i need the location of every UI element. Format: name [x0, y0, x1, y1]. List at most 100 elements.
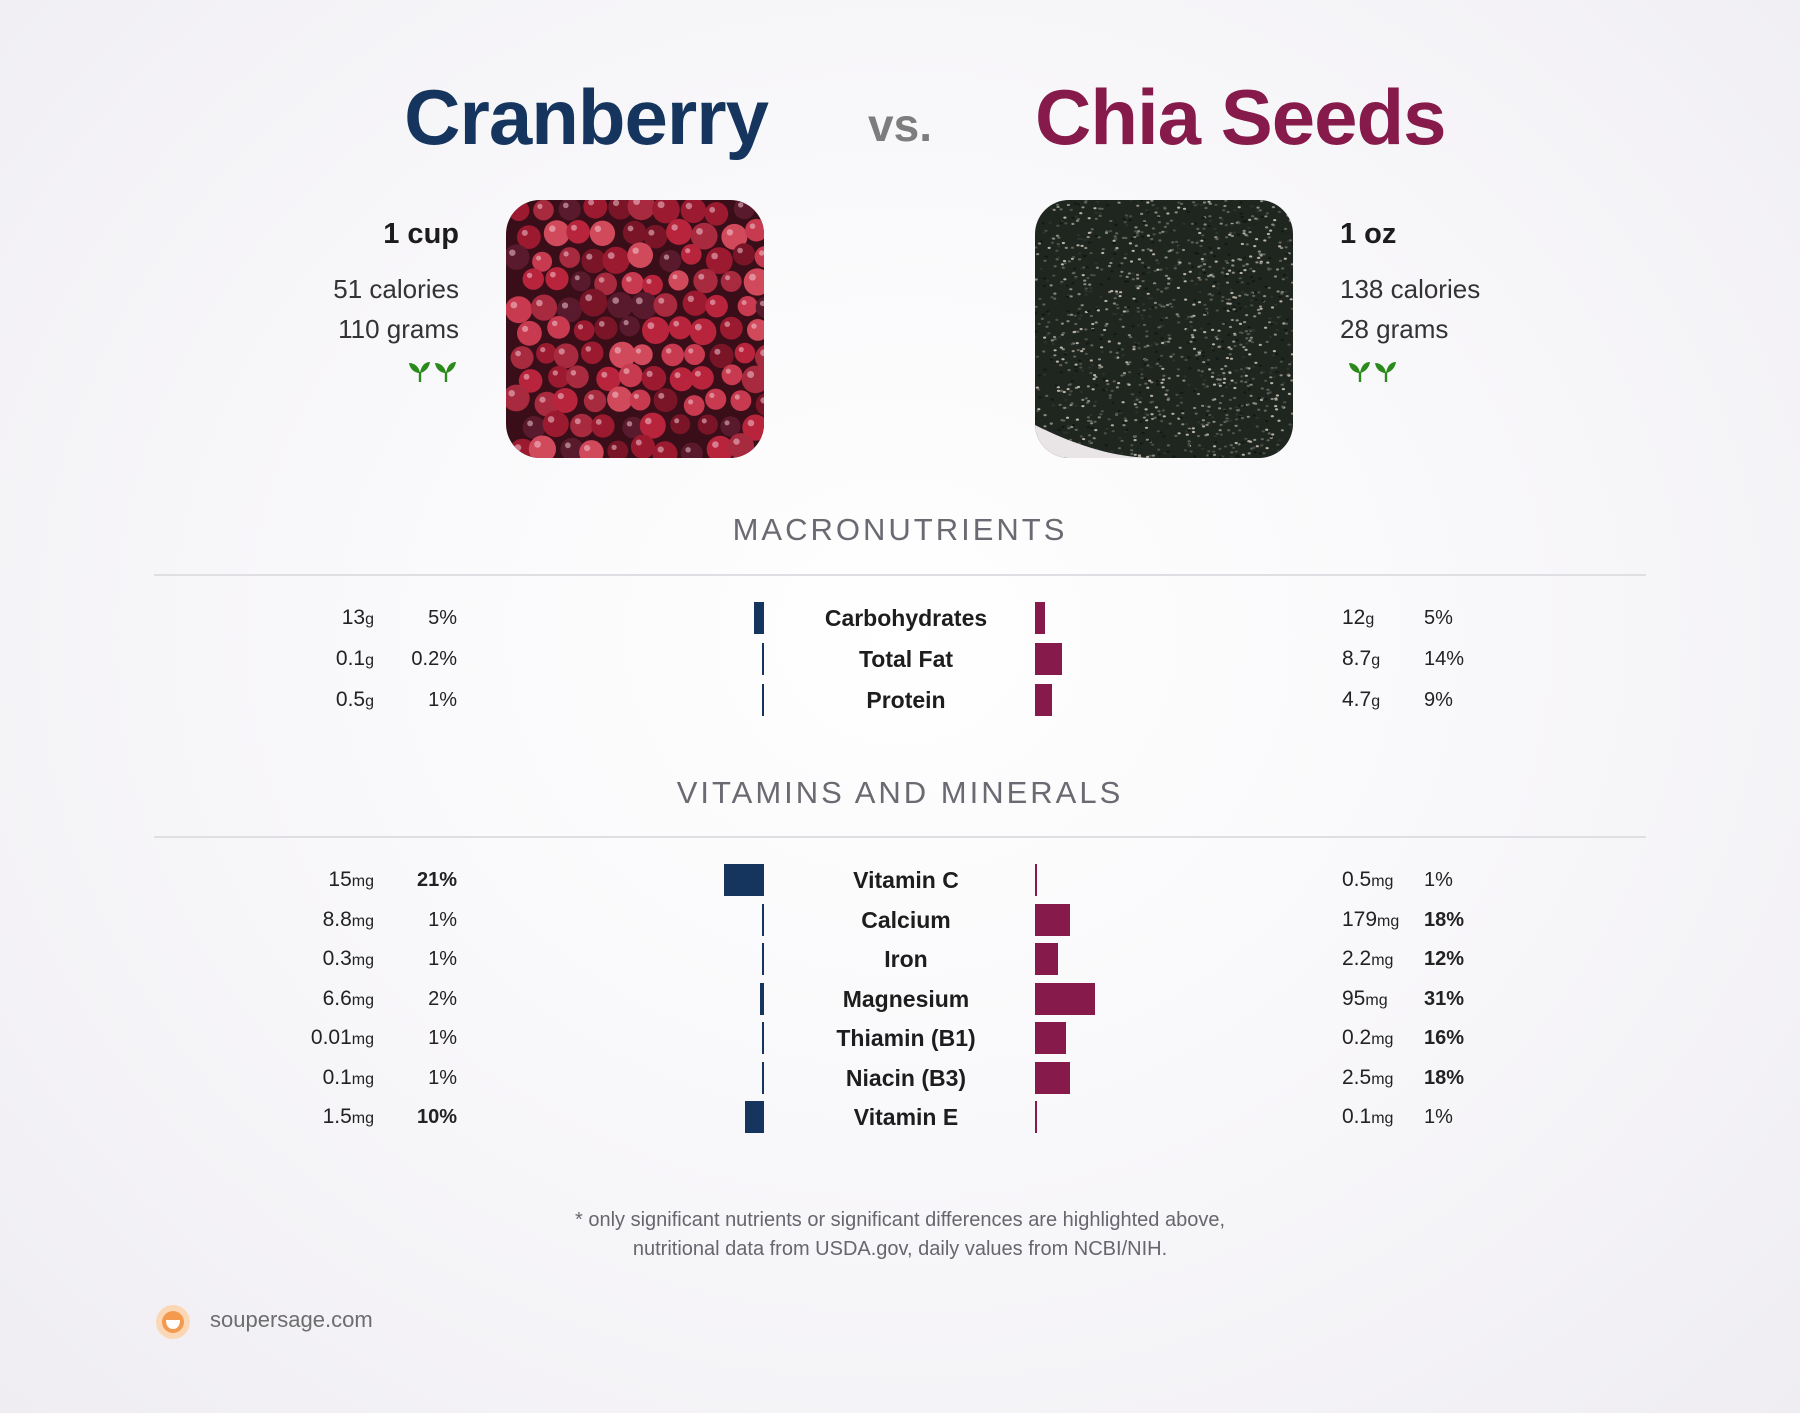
amount-value: 4.7 — [1342, 688, 1372, 711]
left-amount: 6.6mg — [323, 979, 374, 1019]
right-bar — [1035, 903, 1070, 936]
left-amount: 0.1mg — [323, 1058, 374, 1098]
left-bar — [723, 864, 764, 896]
amount-unit: mg — [1377, 912, 1400, 930]
nutrient-row: 0.1mg 1% Niacin (B3) 2.5mg 18% — [0, 1058, 1800, 1098]
right-amount: 95mg — [1342, 979, 1388, 1019]
amount-value: 0.1 — [335, 647, 366, 670]
right-serving: 1 oz — [1340, 218, 1397, 250]
right-bar — [1035, 1101, 1037, 1133]
soupersage-logo-icon — [154, 1303, 192, 1346]
section-divider — [154, 836, 1646, 838]
amount-unit: g — [1371, 693, 1381, 710]
vegan-sprouts-icon — [1348, 360, 1398, 389]
right-bar — [1035, 982, 1095, 1015]
amount-value: 8.7 — [1342, 647, 1372, 670]
amount-value: 15 — [328, 868, 352, 891]
left-amount: 15mg — [328, 860, 374, 900]
right-amount: 179mg — [1342, 900, 1399, 940]
left-amount: 0.1g — [336, 639, 374, 679]
right-bar — [1035, 1022, 1066, 1054]
macronutrients-heading: MACRONUTRIENTS — [732, 512, 1068, 547]
nutrient-row: 0.3mg 1% Iron 2.2mg 12% — [0, 939, 1800, 979]
amount-value: 1.5 — [322, 1105, 352, 1128]
amount-unit: mg — [1371, 952, 1394, 969]
chia-seeds-photo — [1035, 200, 1293, 458]
right-bar — [1035, 684, 1053, 716]
left-daily-value: 1% — [428, 1027, 457, 1049]
nutrient-row: 0.5g 1% Protein 4.7g 9% — [0, 680, 1800, 720]
cranberries-photo — [506, 200, 764, 458]
amount-value: 0.1 — [322, 1065, 352, 1089]
left-amount: 1.5mg — [323, 1097, 374, 1137]
nutrient-row: 0.01mg 1% Thiamin (B1) 0.2mg 16% — [0, 1018, 1800, 1058]
left-bar — [760, 982, 764, 1015]
section-divider — [154, 574, 1646, 576]
vitamins-heading: VITAMINS AND MINERALS — [676, 775, 1124, 810]
right-bar — [1035, 602, 1045, 634]
amount-value: 0.5 — [335, 688, 366, 711]
right-bar — [1035, 643, 1062, 675]
right-amount: 0.2mg — [1342, 1018, 1393, 1058]
amount-unit: g — [1365, 611, 1375, 628]
amount-value: 179 — [1342, 907, 1378, 931]
right-food-title: Chia Seeds — [1035, 73, 1447, 161]
amount-unit: mg — [351, 1031, 374, 1048]
right-daily-value: 1% — [1424, 869, 1453, 891]
amount-unit: mg — [351, 1110, 374, 1127]
right-daily-value: 18% — [1424, 1066, 1465, 1089]
left-daily-value: 0.2% — [411, 648, 457, 670]
amount-value: 12 — [1342, 606, 1366, 629]
left-daily-value: 1% — [428, 908, 457, 931]
amount-value: 2.2 — [1342, 947, 1372, 970]
right-bar — [1035, 1061, 1070, 1094]
amount-unit: mg — [351, 991, 374, 1009]
footnote: * only significant nutrients or signific… — [0, 1206, 1800, 1264]
amount-value: 0.5 — [1342, 868, 1372, 891]
amount-value: 6.6 — [322, 986, 352, 1010]
left-food-title: Cranberry — [404, 73, 769, 161]
left-serving: 1 cup — [383, 218, 459, 250]
amount-value: 13 — [341, 606, 366, 629]
right-amount: 2.2mg — [1342, 939, 1393, 979]
nutrient-label: Magnesium — [842, 985, 970, 1012]
right-amount: 8.7g — [1342, 639, 1380, 679]
amount-unit: mg — [351, 873, 374, 890]
left-bar — [744, 1101, 764, 1133]
amount-unit: mg — [351, 912, 374, 930]
nutrient-label: Calcium — [861, 906, 951, 933]
right-daily-value: 12% — [1424, 948, 1465, 970]
footnote-line-1: * only significant nutrients or signific… — [574, 1209, 1226, 1231]
nutrient-row: 8.8mg 1% Calcium 179mg 18% — [0, 900, 1800, 940]
right-grams: 28 grams — [1340, 314, 1449, 344]
right-daily-value: 14% — [1424, 648, 1465, 670]
left-amount: 8.8mg — [323, 900, 374, 940]
left-daily-value: 1% — [428, 1066, 457, 1089]
right-daily-value: 16% — [1424, 1027, 1465, 1049]
amount-unit: mg — [351, 952, 374, 969]
right-calories: 138 calories — [1340, 274, 1481, 304]
left-daily-value: 5% — [428, 607, 457, 629]
amount-unit: g — [365, 693, 374, 710]
amount-value: 2.5 — [1342, 1065, 1372, 1089]
nutrient-label: Vitamin C — [853, 867, 959, 893]
right-amount: 0.5mg — [1342, 860, 1393, 900]
left-bar — [762, 684, 764, 716]
nutrient-label: Vitamin E — [853, 1104, 959, 1130]
amount-value: 0.1 — [1342, 1105, 1372, 1128]
left-amount: 0.01mg — [311, 1018, 374, 1058]
left-bar — [762, 643, 764, 675]
right-daily-value: 31% — [1424, 987, 1465, 1010]
left-daily-value: 2% — [428, 987, 457, 1010]
amount-unit: mg — [351, 1070, 374, 1088]
right-amount: 12g — [1342, 598, 1374, 638]
right-daily-value: 1% — [1424, 1106, 1453, 1128]
left-daily-value: 21% — [416, 869, 457, 891]
brand-link[interactable]: soupersage.com — [210, 1307, 373, 1332]
amount-value: 0.01 — [310, 1026, 352, 1049]
left-amount: 0.3mg — [323, 939, 374, 979]
amount-value: 95 — [1342, 986, 1366, 1010]
amount-unit: mg — [1371, 1070, 1394, 1088]
nutrient-row: 1.5mg 10% Vitamin E 0.1mg 1% — [0, 1097, 1800, 1137]
left-bar — [762, 1061, 764, 1094]
